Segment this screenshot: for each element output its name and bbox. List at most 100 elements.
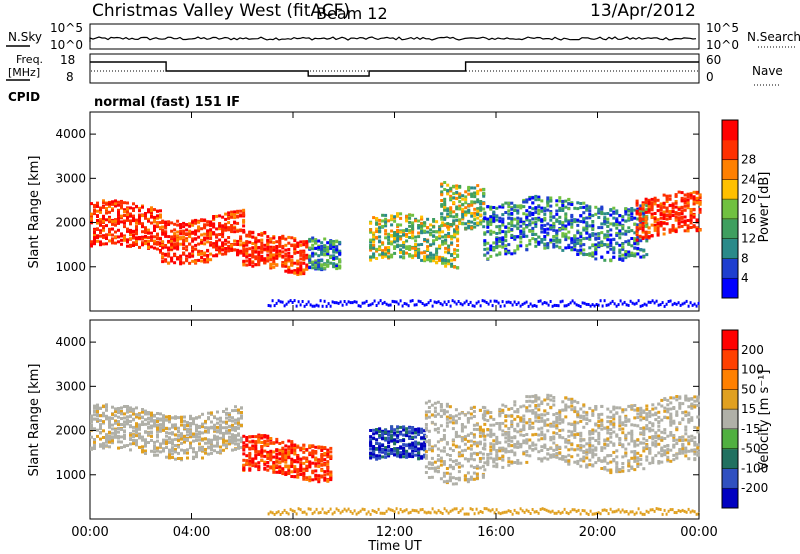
heatmap-cell-power-1 xyxy=(224,252,228,256)
heatmap-cell-velocity-4 xyxy=(495,442,499,445)
heatmap-cell-velocity-1 xyxy=(299,469,303,473)
heatmap-cell-power-6 xyxy=(534,224,538,228)
heatmap-cell-velocity-0 xyxy=(174,437,177,441)
heatmap-cell-velocity-4 xyxy=(516,424,520,428)
heatmap-cell-power-4 xyxy=(444,235,448,239)
heatmap-cell-power-ground xyxy=(277,299,280,303)
heatmap-cell-power-4 xyxy=(405,247,409,250)
heatmap-cell-power-4 xyxy=(405,245,409,249)
heatmap-cell-power-7 xyxy=(695,220,699,224)
heatmap-cell-power-6 xyxy=(516,227,520,231)
heatmap-cell-power-6 xyxy=(621,242,625,246)
heatmap-cell-power-1 xyxy=(197,258,201,262)
heatmap-cell-velocity-2 xyxy=(408,454,412,458)
heatmap-cell-power-ground xyxy=(313,304,316,308)
heatmap-cell-power-3 xyxy=(338,260,342,264)
heatmap-cell-velocity-2 xyxy=(399,432,403,436)
heatmap-cell-power-7 xyxy=(674,229,678,233)
heatmap-cell-power-4 xyxy=(387,238,391,242)
heatmap-cell-power-ground xyxy=(591,303,594,307)
heatmap-cell-power-0 xyxy=(129,228,132,232)
heatmap-cell-velocity-2 xyxy=(384,452,388,456)
heatmap-cell-power-4 xyxy=(381,241,385,245)
heatmap-cell-power-6 xyxy=(537,208,541,212)
heatmap-cell-power-1 xyxy=(203,242,207,246)
heatmap-cell-velocity-4 xyxy=(504,432,508,436)
heatmap-cell-power-6 xyxy=(636,235,640,239)
heatmap-cell-velocity-1 xyxy=(278,448,282,452)
heatmap-cell-power-6 xyxy=(609,258,613,262)
heatmap-cell-velocity-4 xyxy=(486,453,490,456)
freq-strip-frame xyxy=(89,53,700,84)
heatmap-cell-power-5 xyxy=(482,188,486,192)
heatmap-cell-power-7 xyxy=(662,210,666,214)
heatmap-cell-power-6 xyxy=(516,204,520,208)
heatmap-cell-velocity-1 xyxy=(284,473,288,476)
heatmap-cell-power-6 xyxy=(585,216,589,220)
heatmap-cell-velocity-2 xyxy=(384,446,388,449)
heatmap-cell-power-6 xyxy=(528,195,532,199)
heatmap-cell-power-7 xyxy=(689,196,693,200)
heatmap-cell-velocity-1 xyxy=(287,445,291,449)
heatmap-cell-velocity-4 xyxy=(504,450,508,454)
heatmap-cell-power-4 xyxy=(396,245,400,249)
heatmap-cell-power-7 xyxy=(674,227,678,231)
heatmap-cell-power-ground xyxy=(495,299,498,303)
heatmap-cell-power-0 xyxy=(123,238,126,242)
heatmap-cell-power-7 xyxy=(647,203,651,207)
heatmap-cell-velocity-0 xyxy=(90,424,93,427)
heatmap-cell-velocity-0 xyxy=(177,429,180,433)
heatmap-cell-velocity-0 xyxy=(165,441,168,445)
heatmap-cell-power-0 xyxy=(132,244,135,247)
heatmap-cell-velocity-0 xyxy=(180,433,183,437)
heatmap-cell-velocity-0 xyxy=(153,440,156,444)
heatmap-cell-power-2 xyxy=(275,249,279,253)
heatmap-cell-power-6 xyxy=(597,243,601,247)
heatmap-cell-power-0 xyxy=(120,242,123,246)
heatmap-cell-velocity-0 xyxy=(156,420,159,423)
heatmap-cell-power-4 xyxy=(438,236,442,240)
heatmap-cell-power-0 xyxy=(129,230,132,234)
heatmap-cell-power-4 xyxy=(444,233,448,237)
heatmap-cell-velocity-2 xyxy=(393,431,397,435)
heatmap-cell-power-4 xyxy=(429,258,433,262)
heatmap-cell-power-0 xyxy=(114,218,117,222)
heatmap-cell-power-2 xyxy=(266,242,270,246)
heatmap-cell-velocity-2 xyxy=(420,455,424,459)
heatmap-cell-power-1 xyxy=(224,247,228,250)
heatmap-cell-velocity-3 xyxy=(451,438,455,442)
heatmap-cell-power-6 xyxy=(558,245,562,249)
heatmap-cell-velocity-0 xyxy=(216,410,219,414)
heatmap-cell-velocity-2 xyxy=(372,455,376,459)
heatmap-cell-power-6 xyxy=(591,226,595,230)
heatmap-cell-velocity-0 xyxy=(195,455,198,459)
heatmap-cell-power-0 xyxy=(159,221,162,225)
heatmap-cell-velocity-1 xyxy=(299,466,303,470)
heatmap-cell-velocity-1 xyxy=(272,470,276,474)
heatmap-cell-power-6 xyxy=(531,213,535,216)
heatmap-cell-power-4 xyxy=(441,240,445,244)
heatmap-cell-power-0 xyxy=(117,203,120,207)
heatmap-cell-power-1 xyxy=(173,246,177,250)
heatmap-cell-velocity-2 xyxy=(384,455,388,459)
heatmap-cell-power-1 xyxy=(203,253,207,257)
heatmap-cell-velocity-0 xyxy=(99,406,102,410)
heatmap-cell-power-1 xyxy=(203,226,207,230)
heatmap-cell-power-4 xyxy=(444,241,448,245)
heatmap-cell-power-6 xyxy=(534,238,538,241)
heatmap-cell-velocity-3 xyxy=(475,428,479,431)
heatmap-cell-velocity-2 xyxy=(381,449,385,453)
heatmap-cell-power-4 xyxy=(369,238,373,242)
heatmap-cell-velocity-3 xyxy=(466,457,470,461)
heatmap-cell-power-1 xyxy=(218,247,222,251)
heatmap-cell-power-6 xyxy=(501,217,505,221)
heatmap-cell-power-3 xyxy=(335,240,339,244)
heatmap-cell-power-6 xyxy=(582,228,586,232)
heatmap-cell-power-2 xyxy=(284,254,288,258)
heatmap-cell-power-5 xyxy=(446,225,450,229)
heatmap-cell-power-4 xyxy=(453,229,457,233)
heatmap-cell-velocity-0 xyxy=(228,438,231,442)
heatmap-cell-power-4 xyxy=(453,258,457,262)
heatmap-cell-velocity-2 xyxy=(411,443,415,447)
heatmap-cell-power-6 xyxy=(495,232,499,235)
